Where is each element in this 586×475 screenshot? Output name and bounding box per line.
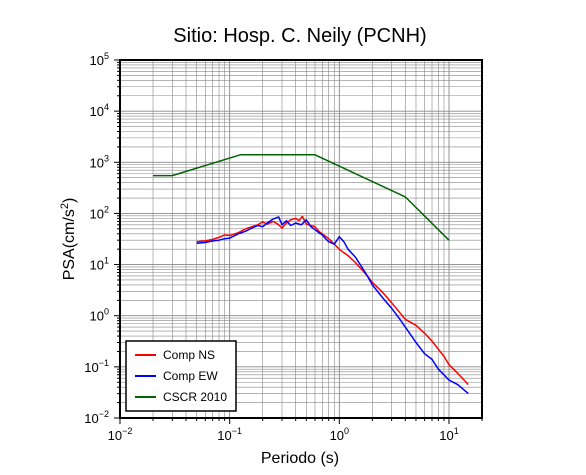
series-group: [153, 154, 469, 395]
y-tick-label-exponent: 0: [104, 307, 109, 317]
y-tick-label: 100: [90, 307, 109, 324]
x-tick-label-base: 10: [108, 428, 122, 443]
y-axis-label-end: ): [61, 198, 78, 203]
y-tick-label: 102: [90, 204, 109, 221]
legend-items: Comp NS Comp EW CSCR 2010: [135, 348, 227, 404]
y-tick-label-base: 10: [90, 309, 104, 324]
x-tick-labels: 10−2 10−1 100 101: [108, 426, 459, 443]
series-line-1: [196, 216, 469, 395]
y-axis-label-base: PSA(cm/s: [61, 209, 78, 280]
x-tick-label-base: 10: [330, 428, 344, 443]
legend-label-2: CSCR 2010: [163, 390, 227, 404]
y-tick-label-exponent: −2: [99, 409, 109, 419]
x-tick-label: 101: [439, 426, 458, 443]
x-tick-label: 100: [330, 426, 349, 443]
series-line-2: [153, 154, 450, 241]
legend: Comp NS Comp EW CSCR 2010: [125, 340, 237, 412]
legend-label-1: Comp EW: [163, 369, 218, 383]
series-line-0: [196, 215, 469, 386]
y-tick-label-exponent: 5: [104, 51, 109, 61]
y-tick-label: 104: [90, 102, 109, 119]
y-tick-label: 10−2: [84, 409, 109, 426]
x-tick-label: 10−1: [217, 426, 242, 443]
x-tick-label-exponent: 0: [344, 426, 349, 436]
plot-area-frame: [119, 59, 483, 419]
y-tick-label-base: 10: [90, 155, 104, 170]
y-axis-label: PSA(cm/s2): [59, 198, 78, 281]
x-tick-label-exponent: 1: [454, 426, 459, 436]
y-tick-label-exponent: 2: [104, 204, 109, 214]
y-tick-label-exponent: 3: [104, 153, 109, 163]
x-tick-label-exponent: −2: [122, 426, 132, 436]
y-tick-label: 105: [90, 51, 109, 68]
chart-title: Sitio: Hosp. C. Neily (PCNH): [173, 25, 426, 47]
y-tick-label: 101: [90, 256, 109, 273]
y-tick-label-base: 10: [90, 104, 104, 119]
y-tick-label-base: 10: [90, 258, 104, 273]
y-tick-label-exponent: 1: [104, 256, 109, 266]
y-tick-label: 103: [90, 153, 109, 170]
y-tick-label-base: 10: [84, 360, 98, 375]
x-tick-label-base: 10: [439, 428, 453, 443]
x-tick-label: 10−2: [108, 426, 133, 443]
x-tick-label-exponent: −1: [232, 426, 242, 436]
grid: [119, 59, 483, 419]
x-axis-label: Periodo (s): [261, 450, 339, 467]
y-tick-label-base: 10: [90, 206, 104, 221]
y-axis-label-sup: 2: [59, 203, 71, 209]
y-tick-label-exponent: −1: [99, 358, 109, 368]
axis-ticks: [114, 59, 483, 424]
y-tick-label-base: 10: [90, 53, 104, 68]
x-tick-label-base: 10: [217, 428, 231, 443]
y-tick-label-exponent: 4: [104, 102, 109, 112]
y-tick-label: 10−1: [84, 358, 109, 375]
legend-label-0: Comp NS: [163, 348, 215, 362]
y-tick-label-base: 10: [84, 411, 98, 426]
